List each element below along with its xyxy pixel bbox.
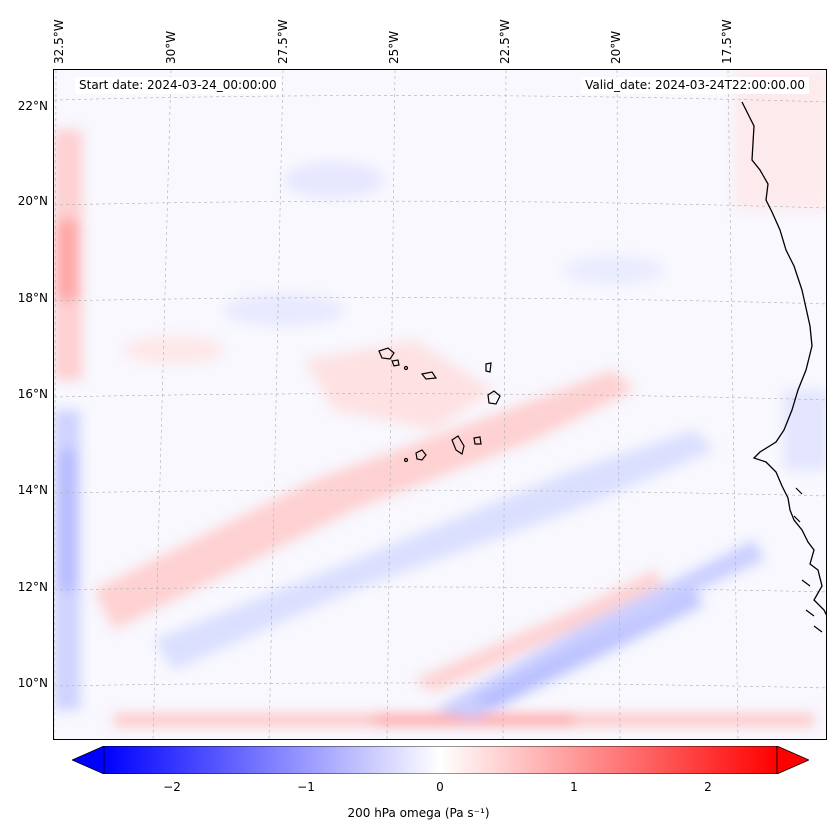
colorbar-tick: −1 [297,780,315,794]
omega-contour-field [54,70,826,726]
colorbar-tick: −2 [163,780,181,794]
colorbar-min-extend [72,746,105,774]
lon-label-30w: 30°W [164,30,178,64]
colorbar-tick: 0 [436,780,444,794]
lon-label-20w: 20°W [609,30,623,64]
start-date-label: Start date: 2024-03-24_00:00:00 [75,77,281,94]
africa-coastline [741,101,826,616]
lat-label-20n: 20°N [17,194,48,208]
lat-label-12n: 12°N [17,580,48,594]
lat-label-22n: 22°N [17,99,48,113]
colorbar-gradient [103,746,778,774]
lat-label-10n: 10°N [17,676,48,690]
valid-date-label: Valid_date: 2024-03-24T22:00:00.00 [581,77,809,94]
colorbar-tick: 2 [704,780,712,794]
colorbar-max-extend [776,746,809,774]
graticule [54,70,826,739]
colorbar-tick: 1 [570,780,578,794]
colorbar-label: 200 hPa omega (Pa s⁻¹) [347,806,490,820]
map-panel [53,69,827,740]
omega-field-map [54,70,826,739]
colorbar [72,746,809,774]
lat-label-16n: 16°N [17,387,48,401]
lon-label-27-5w: 27.5°W [276,19,290,64]
cape-verde-islands [378,347,501,463]
lon-label-17-5w: 17.5°W [720,19,734,64]
lat-label-14n: 14°N [17,483,48,497]
lon-label-25w: 25°W [387,30,401,64]
lat-label-18n: 18°N [17,291,48,305]
lon-label-32-5w: 32.5°W [52,19,66,64]
lon-label-22-5w: 22.5°W [498,19,512,64]
